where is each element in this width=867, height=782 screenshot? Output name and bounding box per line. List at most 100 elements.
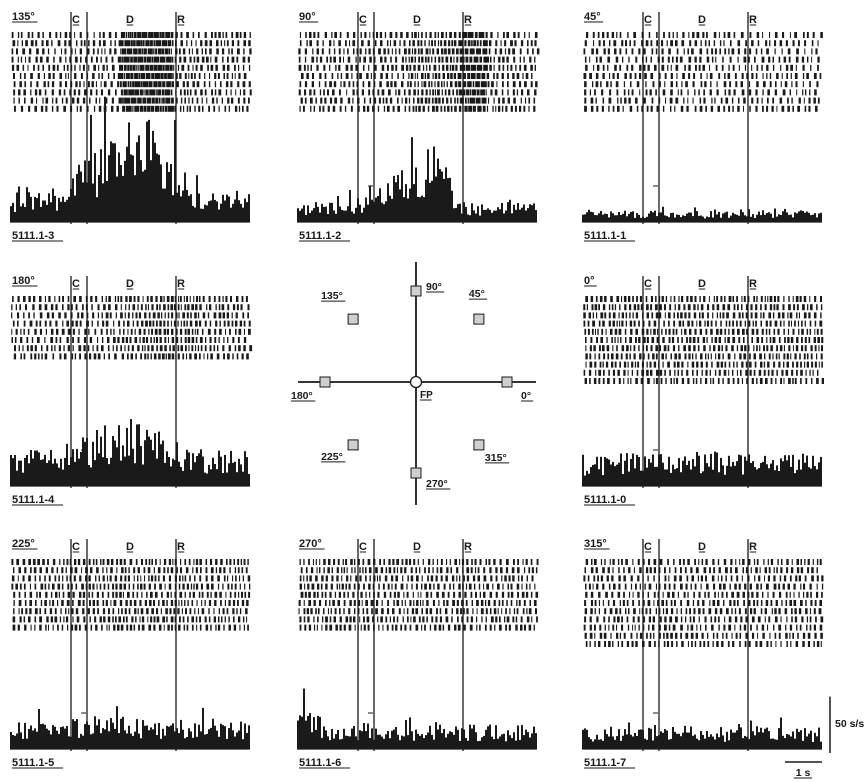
- spike-tick: [97, 353, 101, 360]
- spike-tick: [207, 64, 209, 71]
- spike-tick: [215, 304, 217, 311]
- spike-tick: [77, 337, 80, 343]
- spike-tick: [55, 320, 58, 327]
- spike-tick: [530, 40, 533, 47]
- spike-tick: [763, 361, 766, 368]
- spike-tick: [33, 567, 37, 574]
- spike-tick: [472, 105, 476, 112]
- spike-tick: [225, 81, 229, 88]
- spike-tick: [510, 591, 514, 598]
- spike-tick: [154, 575, 157, 582]
- spike-tick: [783, 328, 785, 335]
- spike-tick: [247, 304, 250, 311]
- spike-tick: [70, 312, 73, 319]
- spike-tick: [239, 608, 242, 615]
- spike-tick: [401, 56, 404, 63]
- spike-tick: [18, 89, 21, 96]
- spike-tick: [432, 600, 435, 606]
- spike-tick: [717, 591, 719, 598]
- histogram-bin: [228, 463, 230, 486]
- spike-tick: [461, 616, 463, 623]
- spike-tick: [612, 567, 614, 574]
- spike-tick: [224, 40, 226, 47]
- spike-tick: [712, 600, 716, 606]
- spike-tick: [711, 575, 715, 582]
- spike-tick: [631, 64, 634, 71]
- spike-tick: [795, 641, 799, 647]
- spike-tick: [779, 320, 782, 327]
- spike-tick: [700, 353, 703, 360]
- spike-tick: [738, 64, 740, 71]
- spike-tick: [531, 73, 533, 79]
- spike-tick: [71, 353, 74, 360]
- spike-tick: [244, 583, 246, 590]
- spike-tick: [417, 48, 420, 55]
- spike-tick: [42, 559, 45, 565]
- spike-tick: [811, 56, 813, 63]
- histogram-bin: [194, 723, 196, 749]
- histogram-bin: [676, 468, 678, 486]
- spike-tick: [420, 591, 422, 598]
- histogram-bin: [407, 735, 409, 749]
- histogram-bin: [604, 457, 606, 486]
- histogram-bin: [688, 212, 690, 222]
- spike-tick: [428, 559, 431, 565]
- spike-tick: [604, 312, 607, 319]
- raster-rows: [583, 559, 824, 647]
- spike-tick: [609, 73, 611, 79]
- spike-tick: [235, 89, 237, 96]
- spike-tick: [148, 328, 150, 335]
- spike-tick: [773, 361, 776, 368]
- histogram-bin: [198, 193, 200, 222]
- spike-tick: [386, 624, 389, 631]
- histogram-bin: [487, 726, 489, 749]
- spike-tick: [792, 378, 794, 384]
- spike-tick: [625, 48, 628, 55]
- spike-tick: [316, 591, 319, 598]
- histogram-bin: [712, 469, 714, 486]
- spike-tick: [607, 600, 610, 606]
- histogram-bin: [82, 182, 84, 222]
- histogram-bin: [772, 460, 774, 486]
- spike-tick: [397, 97, 399, 104]
- spike-tick: [627, 369, 629, 376]
- histogram-bin: [337, 196, 339, 222]
- spike-tick: [585, 64, 588, 71]
- spike-tick: [670, 73, 673, 79]
- spike-tick: [769, 40, 771, 47]
- histogram-bin: [622, 213, 624, 222]
- spike-tick: [784, 337, 786, 343]
- spike-tick: [777, 296, 780, 302]
- spike-tick: [484, 624, 487, 631]
- histogram-bin: [632, 736, 634, 749]
- spike-tick: [583, 575, 586, 582]
- spike-tick: [529, 56, 532, 63]
- spike-tick: [602, 97, 605, 104]
- spike-tick: [790, 337, 794, 343]
- histogram-bin: [409, 717, 411, 749]
- histogram-bin: [46, 463, 48, 486]
- spike-tick: [528, 608, 532, 615]
- spike-tick: [106, 559, 110, 565]
- spike-tick: [766, 73, 768, 79]
- spike-tick: [189, 575, 191, 582]
- spike-tick: [748, 345, 750, 352]
- spike-tick: [734, 353, 736, 360]
- spike-tick: [375, 567, 378, 574]
- spike-tick: [695, 378, 698, 384]
- histogram-bin: [790, 466, 792, 486]
- histogram-bin: [628, 213, 630, 222]
- histogram-bin: [513, 732, 515, 749]
- spike-tick: [585, 296, 588, 302]
- spike-tick: [411, 48, 414, 55]
- spike-tick: [754, 575, 756, 582]
- spike-tick: [820, 32, 823, 38]
- spike-tick: [701, 632, 704, 639]
- spike-tick: [725, 97, 729, 104]
- spike-tick: [44, 583, 47, 590]
- spike-tick: [675, 632, 678, 639]
- histogram-bin: [778, 471, 780, 486]
- spike-tick: [760, 608, 763, 615]
- spike-tick: [742, 328, 745, 335]
- spike-tick: [428, 97, 431, 104]
